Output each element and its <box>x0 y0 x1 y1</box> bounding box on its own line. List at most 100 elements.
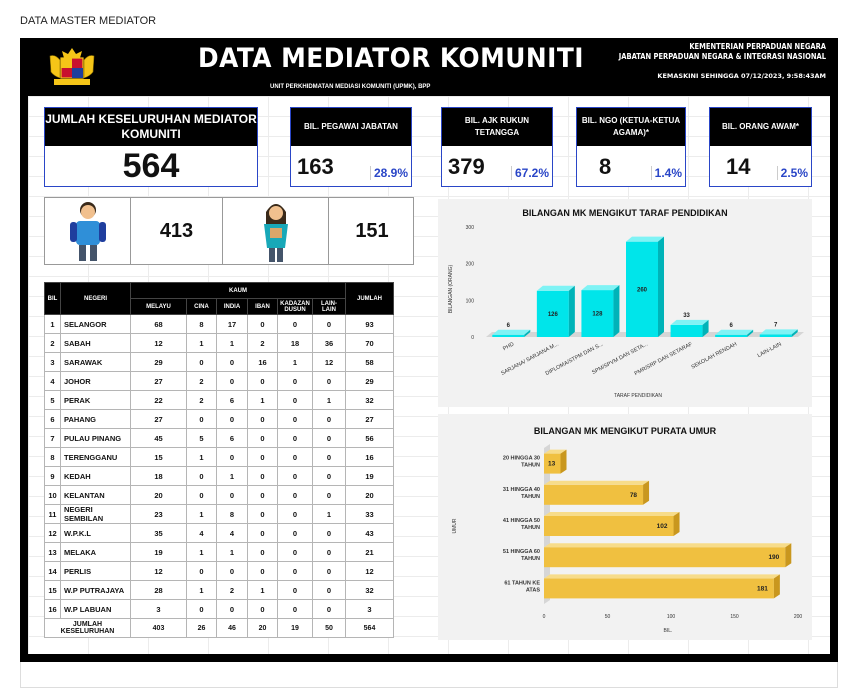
table-cell: 0 <box>312 314 346 334</box>
table-row: 3 SARAWAK 29 0 0 16 1 12 58 <box>44 352 394 372</box>
y-tick-label: 51 HINGGA 60 <box>503 549 540 555</box>
table-cell: 0 <box>312 447 346 467</box>
table-cell: PAHANG <box>60 409 131 429</box>
table-cell: 0 <box>186 599 217 619</box>
x-tick-label: 150 <box>730 614 739 620</box>
table-cell: 0 <box>277 371 313 391</box>
x-axis-label: BIL. <box>664 628 673 634</box>
bar-value-label: 13 <box>548 461 556 468</box>
table-cell: W.P.K.L <box>60 523 131 543</box>
bar-top <box>492 329 531 335</box>
table-cell: 2 <box>247 333 278 353</box>
gender-breakdown: 413 151 <box>44 197 414 265</box>
table-cell: 1 <box>312 504 346 524</box>
table-cell: 0 <box>277 409 313 429</box>
male-person-icon <box>70 202 106 261</box>
x-tick-label: PHD <box>502 341 515 352</box>
ministry-name: KEMENTERIAN PERPADUAN NEGARA JABATAN PER… <box>619 42 826 62</box>
state-race-table: BIL NEGERI KAUM JUMLAH MELAYU CINA INDIA IB… <box>44 282 394 638</box>
table-cell: 0 <box>216 485 248 505</box>
table-cell: 16 <box>44 599 61 619</box>
table-cell: 2 <box>186 390 217 410</box>
stat-card-ngo: BIL. NGO (KETUA-KETUA AGAMA)* 8 1.4% <box>576 107 686 187</box>
table-cell: 0 <box>247 561 278 581</box>
bar <box>544 516 674 536</box>
page-label: DATA MASTER MEDIATOR <box>20 15 157 27</box>
bar-value-label: 260 <box>637 287 648 293</box>
table-cell: 15 <box>44 580 61 600</box>
table-cell: 12 <box>130 561 187 581</box>
bar <box>759 334 792 337</box>
bar-side <box>524 329 531 337</box>
table-cell: 0 <box>277 542 313 562</box>
table-row: 1 SELANGOR 68 8 17 0 0 0 93 <box>44 314 394 334</box>
table-cell: 43 <box>345 523 394 543</box>
bar <box>544 484 644 505</box>
table-cell: SABAH <box>60 333 131 353</box>
y-tick-label: 20 HINGGA 30 <box>503 456 540 462</box>
table-cell: 0 <box>312 409 346 429</box>
bar-value-label: 6 <box>729 323 733 329</box>
bar-side <box>673 512 680 536</box>
table-row: 10 KELANTAN 20 0 0 0 0 0 20 <box>44 485 394 505</box>
table-cell: 1 <box>247 390 278 410</box>
stat-percent: 28.9% <box>369 166 408 180</box>
table-cell: 4 <box>186 523 217 543</box>
table-cell: 0 <box>277 390 313 410</box>
table-cell: 0 <box>247 409 278 429</box>
table-cell: W.P PUTRAJAYA <box>60 580 131 600</box>
table-cell: PERAK <box>60 390 131 410</box>
table-cell: W.P LABUAN <box>60 599 131 619</box>
table-cell: 0 <box>216 371 248 391</box>
bar-side <box>773 574 780 599</box>
table-cell: 17 <box>216 314 248 334</box>
table-cell: KEDAH <box>60 466 131 486</box>
table-cell: 11 <box>44 504 61 524</box>
dashboard-subtitle: UNIT PERKHIDMATAN MEDIASI KOMUNITI (UPMK… <box>270 84 431 90</box>
stat-card-pegawai: BIL. PEGAWAI JABATAN 163 28.9% <box>290 107 412 187</box>
table-cell: 0 <box>247 523 278 543</box>
table-cell: 12 <box>312 352 346 372</box>
ministry-line-1: KEMENTERIAN PERPADUAN NEGARA <box>689 42 826 51</box>
table-cell: 0 <box>312 580 346 600</box>
y-tick-label: 300 <box>466 225 475 231</box>
table-cell: 0 <box>312 466 346 486</box>
table-cell: NEGERI SEMBILAN <box>60 504 131 524</box>
table-cell: 18 <box>277 333 313 353</box>
table-cell: 0 <box>186 466 217 486</box>
table-cell: 1 <box>186 333 217 353</box>
table-cell: 6 <box>44 409 61 429</box>
table-cell: 1 <box>186 542 217 562</box>
table-cell: 56 <box>345 428 394 448</box>
col-header-race: MELAYU <box>130 298 187 315</box>
table-cell: 1 <box>216 542 248 562</box>
table-cell: 8 <box>186 314 217 334</box>
table-cell: 0 <box>312 599 346 619</box>
table-cell: 13 <box>44 542 61 562</box>
table-cell: 19 <box>277 618 313 638</box>
bar-top <box>759 329 798 335</box>
stat-value: 8 <box>599 154 612 179</box>
bar-side <box>785 543 792 568</box>
table-row: 16 W.P LABUAN 3 0 0 0 0 0 3 <box>44 599 394 619</box>
table-cell: 1 <box>216 466 248 486</box>
table-cell: 70 <box>345 333 394 353</box>
x-axis-label: TARAF PENDIDIKAN <box>614 393 662 399</box>
table-cell: 20 <box>130 485 187 505</box>
y-tick-label: TAHUN <box>521 556 540 562</box>
table-cell: SELANGOR <box>60 314 131 334</box>
stat-label: BIL. ORANG AWAM* <box>710 108 811 146</box>
table-row: 4 JOHOR 27 2 0 0 0 0 29 <box>44 371 394 391</box>
bar-value-label: 78 <box>630 492 638 499</box>
bar-top <box>544 574 780 579</box>
bar <box>544 453 561 474</box>
bar-side <box>747 329 754 337</box>
table-cell: 0 <box>186 409 217 429</box>
table-cell: 12 <box>345 561 394 581</box>
table-cell: KELANTAN <box>60 485 131 505</box>
table-cell: 16 <box>345 447 394 467</box>
stat-value: 163 <box>297 154 334 179</box>
table-cell: 3 <box>44 352 61 372</box>
bar <box>544 547 786 568</box>
